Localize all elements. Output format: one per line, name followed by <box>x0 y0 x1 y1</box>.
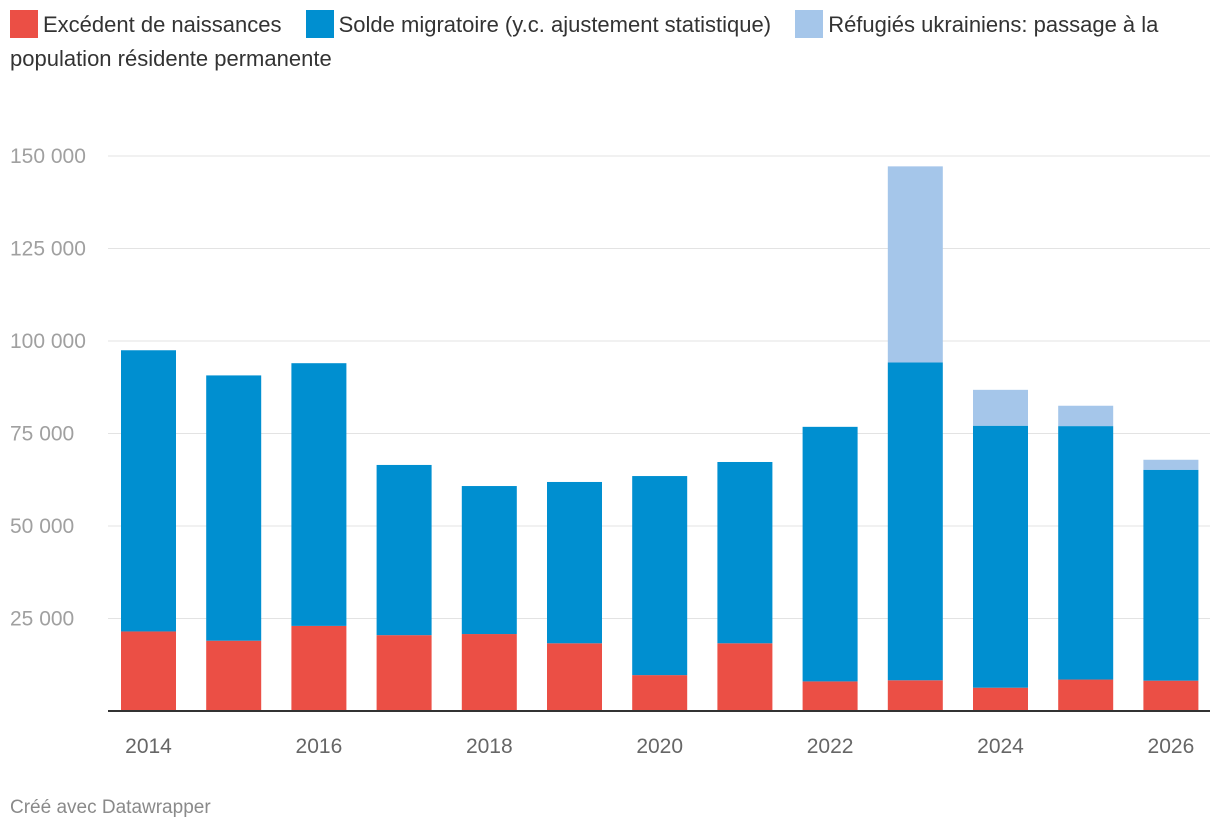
bar-2023-series-0 <box>887 680 943 711</box>
bar-2024-series-1 <box>973 425 1028 688</box>
bar-2025-series-2 <box>1058 405 1114 427</box>
y-axis-ticks: 25 000 50 000 75 000 100 000 125 000 150 000 <box>10 145 86 631</box>
bar-2023-series-1 <box>887 362 943 681</box>
legend-item-migration: Solde migratoire (y.c. ajustement statis… <box>305 10 772 38</box>
legend-label-migration: Solde migratoire (y.c. ajustement statis… <box>338 12 772 37</box>
x-tick-label: 2022 <box>807 735 854 758</box>
legend-item-ukrainian-refugees: Réfugiés ukrainiens: passage à la popula… <box>10 10 1159 71</box>
bar-2015-series-0 <box>206 640 262 711</box>
bar-2025-series-0 <box>1058 679 1114 711</box>
bar-2024-series-2 <box>973 389 1028 426</box>
bar-2014-series-0 <box>121 631 176 711</box>
bar-2023-series-2 <box>887 166 943 363</box>
legend-label-births: Excédent de naissances <box>43 12 282 37</box>
bar-2015-series-1 <box>206 375 262 641</box>
bar-2016-series-0 <box>291 625 347 711</box>
bar-2018-series-1 <box>461 486 517 635</box>
y-tick-label: 100 000 <box>10 330 86 353</box>
bar-2020-series-1 <box>632 476 688 676</box>
bar-2016-series-1 <box>291 363 347 626</box>
bar-2026-series-1 <box>1143 469 1199 681</box>
legend-item-births: Excédent de naissances <box>10 10 282 38</box>
y-tick-label: 75 000 <box>10 423 74 446</box>
x-tick-label: 2016 <box>296 735 343 758</box>
x-tick-label: 2024 <box>977 735 1024 758</box>
bar-2022-series-0 <box>802 681 858 711</box>
bar-2019-series-0 <box>547 643 602 711</box>
bar-2021-series-1 <box>717 461 773 644</box>
legend: Excédent de naissances Solde migratoire … <box>10 8 1215 76</box>
bar-2018-series-0 <box>461 634 517 711</box>
bar-2017-series-0 <box>376 635 432 711</box>
bar-2024-series-0 <box>973 687 1028 711</box>
bar-2020-series-0 <box>632 675 688 711</box>
footer-credit: Créé avec Datawrapper <box>10 797 211 818</box>
bar-2021-series-0 <box>717 643 773 711</box>
y-tick-label: 150 000 <box>10 145 86 168</box>
x-axis-ticks: 2014 2016 2018 2020 2022 2024 2026 <box>125 735 1194 758</box>
legend-swatch-migration <box>305 10 334 38</box>
bar-2014-series-1 <box>121 350 176 632</box>
y-tick-label: 25 000 <box>10 608 74 631</box>
bar-2019-series-1 <box>547 481 602 644</box>
legend-label-ukrainian-refugees: Réfugiés ukrainiens: passage à la popula… <box>10 12 1159 71</box>
y-tick-label: 50 000 <box>10 515 74 538</box>
bar-2026-series-0 <box>1143 680 1199 711</box>
legend-swatch-ukrainian-refugees <box>795 10 824 38</box>
x-tick-label: 2026 <box>1148 735 1195 758</box>
y-tick-label: 125 000 <box>10 238 86 261</box>
x-tick-label: 2020 <box>636 735 683 758</box>
x-tick-label: 2014 <box>125 735 172 758</box>
bar-2025-series-1 <box>1058 426 1114 680</box>
bar-2026-series-2 <box>1143 459 1199 470</box>
bars <box>121 166 1199 711</box>
bar-2017-series-1 <box>376 464 432 636</box>
bar-2022-series-1 <box>802 426 858 682</box>
legend-swatch-births <box>10 10 38 38</box>
x-tick-label: 2018 <box>466 735 513 758</box>
